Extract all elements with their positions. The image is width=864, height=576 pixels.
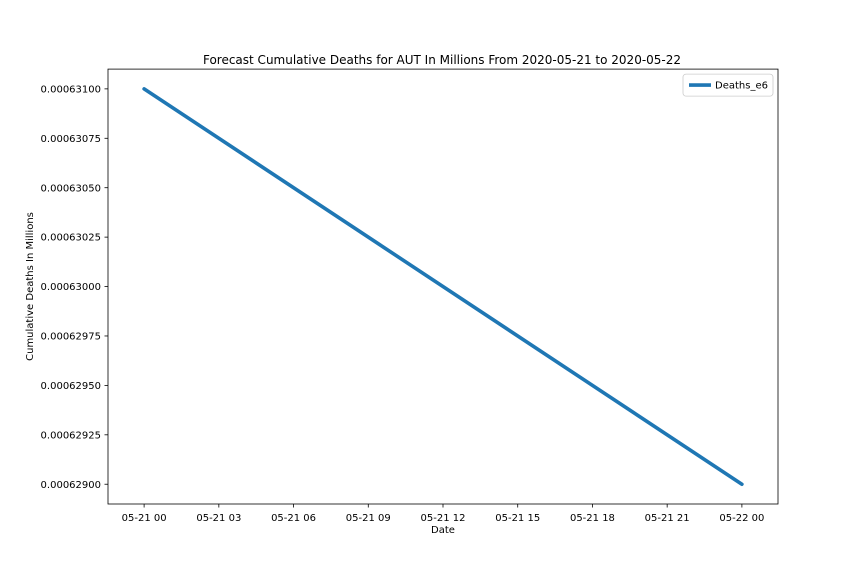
x-tick-label: 05-21 12 [421, 513, 466, 524]
x-tick-label: 05-21 15 [495, 513, 540, 524]
x-tick-label: 05-21 21 [645, 513, 690, 524]
x-tick-label: 05-21 18 [570, 513, 615, 524]
x-tick-label: 05-22 00 [719, 513, 764, 524]
y-axis-label: Cumulative Deaths In Millions [25, 212, 36, 361]
y-tick-label: 0.00063025 [41, 233, 101, 244]
x-tick-label: 05-21 09 [346, 513, 391, 524]
y-tick-label: 0.00062900 [41, 480, 101, 491]
chart-title: Forecast Cumulative Deaths for AUT In Mi… [203, 53, 681, 67]
x-axis-label: Date [431, 525, 455, 536]
series-line-deaths-e6 [142, 87, 744, 487]
legend-box [682, 73, 774, 97]
x-tick-label: 05-21 00 [122, 513, 167, 524]
y-tick-label: 0.00063075 [41, 134, 101, 145]
legend: Deaths_e6 [682, 73, 774, 97]
y-tick-label: 0.00063100 [41, 84, 101, 95]
legend-label: Deaths_e6 [715, 81, 768, 92]
y-tick-label: 0.00062925 [41, 430, 101, 441]
x-tick-label: 05-21 03 [196, 513, 241, 524]
x-axis: 05-21 00 05-21 03 05-21 06 05-21 09 05-21 12… [122, 504, 764, 524]
y-tick-label: 0.00062975 [41, 332, 101, 343]
x-tick-label: 05-21 06 [271, 513, 316, 524]
y-axis: 0.00063100 0.00063075 0.00063050 0.00063025… [41, 84, 108, 491]
plot-area [142, 87, 744, 487]
y-tick-label: 0.00063000 [41, 282, 101, 293]
y-tick-label: 0.00062950 [41, 381, 101, 392]
y-tick-label: 0.00063050 [41, 183, 101, 194]
